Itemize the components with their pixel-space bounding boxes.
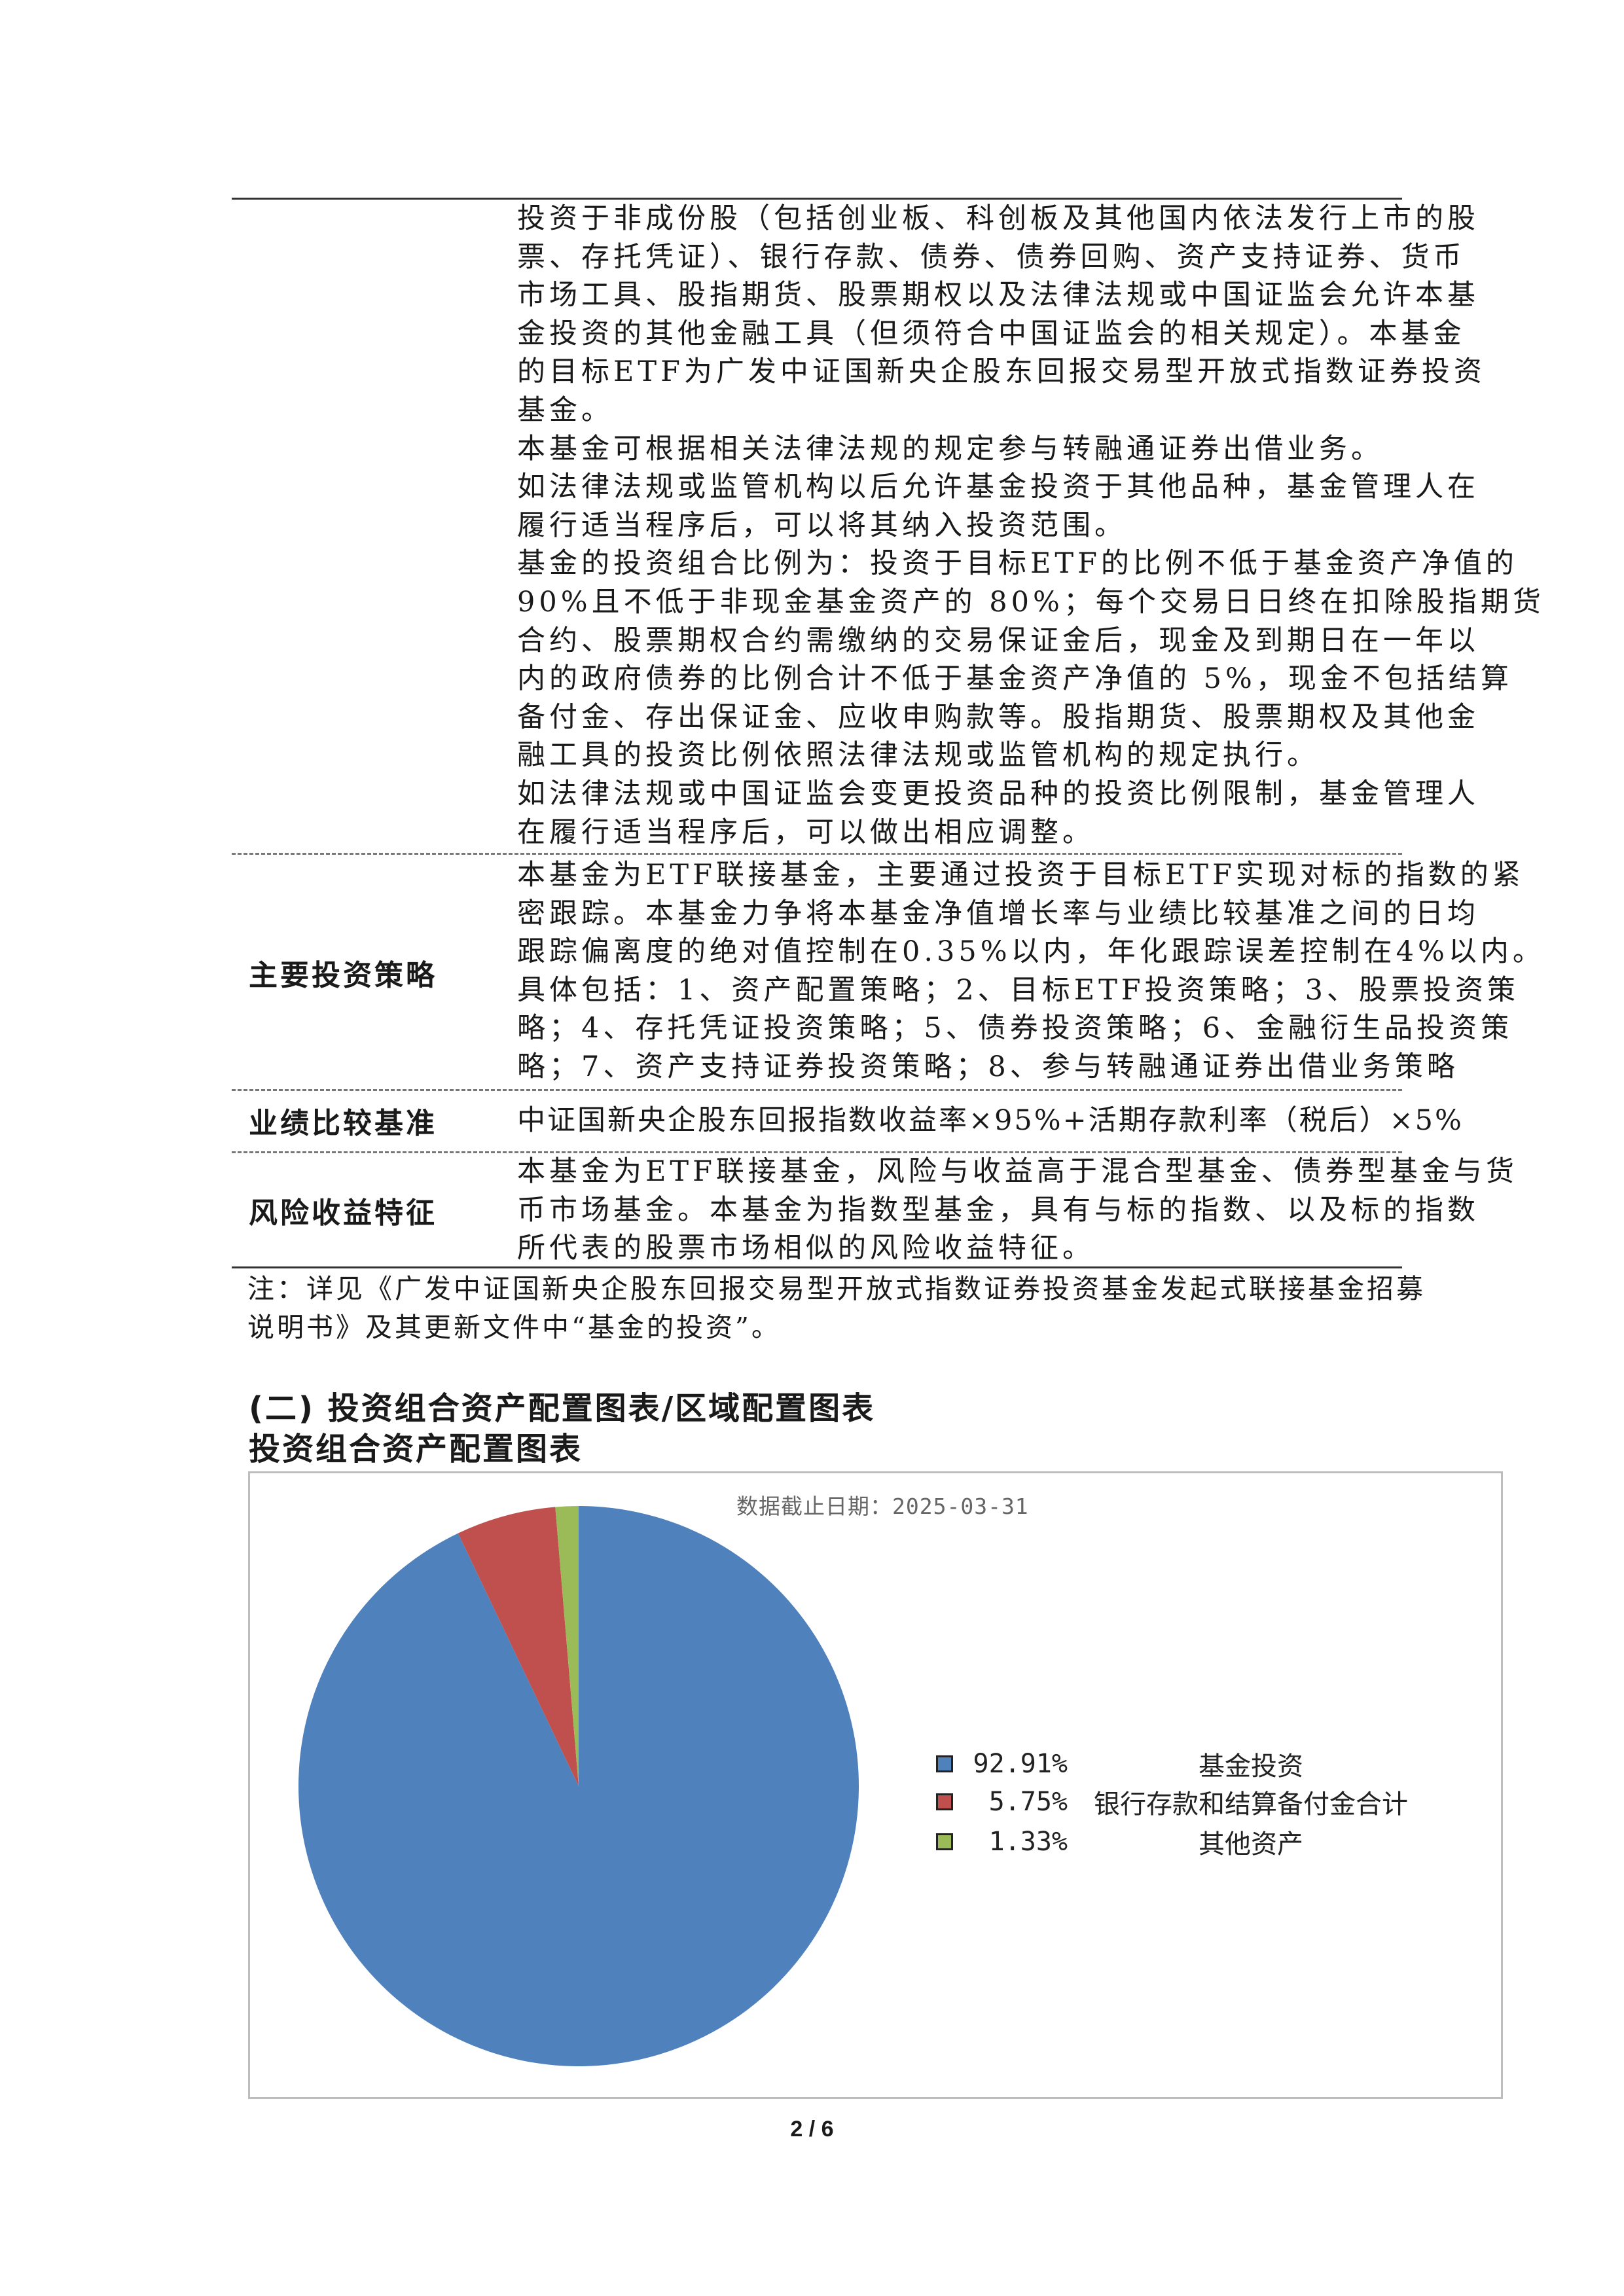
scope-line: 在履行适当程序后，可以做出相应调整。 xyxy=(517,816,1094,849)
legend-label: 基金投资 xyxy=(1199,1751,1303,1782)
scope-line: 如法律法规或监管机构以后允许基金投资于其他品种，基金管理人在 xyxy=(517,471,1479,504)
strategy-line: 具体包括：1、资产配置策略；2、目标ETF投资策略；3、股票投资策 xyxy=(517,973,1519,1007)
scope-line: 投资于非成份股（包括创业板、科创板及其他国内依法发行上市的股 xyxy=(517,202,1479,235)
scope-line: 备付金、存出保证金、应收申购款等。股指期货、股票期权及其他金 xyxy=(517,700,1479,734)
legend-value: 92.91% xyxy=(973,1749,1068,1779)
strategy-label: 主要投资策略 xyxy=(249,959,437,992)
benchmark-text-wrap: 中证国新央企股东回报指数收益率×95%+活期存款利率（税后）×5% xyxy=(517,1102,1464,1140)
investment-scope-text: 投资于非成份股（包括创业板、科创板及其他国内依法发行上市的股 票、存托凭证）、银行… xyxy=(517,200,1545,852)
scope-line: 合约、股票期权合约需缴纳的交易保证金后，现金及到期日在一年以 xyxy=(517,624,1479,657)
legend-value: 5.75% xyxy=(988,1787,1068,1817)
legend-swatch xyxy=(936,1755,953,1772)
scope-line: 如法律法规或中国证监会变更投资品种的投资比例限制，基金管理人 xyxy=(517,777,1479,810)
scope-line: 融工具的投资比例依照法律法规或监管机构的规定执行。 xyxy=(517,739,1319,772)
risk-label: 风险收益特征 xyxy=(249,1196,437,1230)
footnote-line: 说明书》及其更新文件中“基金的投资”。 xyxy=(247,1311,781,1343)
page-number: 2 / 6 xyxy=(790,2117,834,2142)
pie-slice-1 xyxy=(458,1507,579,1786)
footnote-line: 注：详见《广发中证国新央企股东回报交易型开放式指数证券投资基金发起式联接基金招募 xyxy=(247,1273,1426,1304)
benchmark-label: 业绩比较基准 xyxy=(249,1107,437,1140)
strategy-text: 本基金为ETF联接基金，主要通过投资于目标ETF实现对标的指数的紧 密跟踪。本基金… xyxy=(517,856,1545,1086)
risk-line: 所代表的股票市场相似的风险收益特征。 xyxy=(517,1232,1094,1265)
legend-item: 1.33% 其他资产 xyxy=(929,1823,1421,1860)
risk-line: 币市场基金。本基金为指数型基金，具有与标的指数、以及标的指数 xyxy=(517,1193,1479,1227)
scope-line: 基金。 xyxy=(517,393,613,427)
scope-line: 金投资的其他金融工具（但须符合中国证监会的相关规定）。本基金 xyxy=(517,317,1466,350)
strategy-line: 本基金为ETF联接基金，主要通过投资于目标ETF实现对标的指数的紧 xyxy=(517,859,1525,891)
scope-line: 内的政府债券的比例合计不低于基金资产净值的 5%，现金不包括结算 xyxy=(517,662,1513,696)
strategy-line: 密跟踪。本基金力争将本基金净值增长率与业绩比较基准之间的日均 xyxy=(517,897,1479,930)
legend-label: 其他资产 xyxy=(1199,1829,1303,1859)
scope-line: 90%且不低于非现金基金资产的 80%；每个交易日日终在扣除股指期货 xyxy=(517,585,1545,619)
row-divider xyxy=(232,1151,1402,1153)
risk-text: 本基金为ETF联接基金，风险与收益高于混合型基金、债券型基金与货 币市场基金。本基… xyxy=(517,1153,1518,1268)
legend-swatch xyxy=(936,1793,953,1810)
legend-swatch xyxy=(936,1833,953,1850)
table-top-rule xyxy=(232,198,1402,200)
scope-line: 市场工具、股指期货、股票期权以及法律法规或中国证监会允许本基 xyxy=(517,279,1479,312)
legend-value: 1.33% xyxy=(988,1827,1068,1857)
section-heading: (二) 投资组合资产配置图表/区域配置图表 xyxy=(249,1390,876,1427)
table-bottom-rule xyxy=(232,1266,1402,1268)
chart-date: 数据截止日期：2025-03-31 xyxy=(736,1494,1029,1519)
strategy-line: 略；4、存托凭证投资策略；5、债券投资策略；6、金融衍生品投资策 xyxy=(517,1012,1513,1045)
legend-item: 92.91% 基金投资 xyxy=(929,1746,1421,1782)
strategy-line: 略；7、资产支持证券投资策略；8、参与转融通证券出借业务策略 xyxy=(517,1050,1459,1083)
strategy-line: 跟踪偏离度的绝对值控制在0.35%以内，年化跟踪误差控制在4%以内。 xyxy=(517,935,1545,969)
scope-line: 票、存托凭证）、银行存款、债券、债券回购、资产支持证券、货币 xyxy=(517,240,1466,274)
row-divider xyxy=(232,1089,1402,1091)
scope-line: 的目标ETF为广发中证国新央企股东回报交易型开放式指数证券投资 xyxy=(517,355,1486,389)
legend-item: 5.75% 银行存款和结算备付金合计 xyxy=(929,1784,1421,1820)
pie-slice-0 xyxy=(298,1506,859,2066)
scope-line: 本基金可根据相关法律法规的规定参与转融通证券出借业务。 xyxy=(517,432,1383,465)
chart-heading: 投资组合资产配置图表 xyxy=(249,1431,583,1467)
row-divider xyxy=(232,853,1402,855)
chart-frame xyxy=(248,1471,1503,2099)
risk-line: 本基金为ETF联接基金，风险与收益高于混合型基金、债券型基金与货 xyxy=(517,1155,1518,1188)
pie-slice-2 xyxy=(555,1506,579,1786)
footnote: 注：详见《广发中证国新央企股东回报交易型开放式指数证券投资基金发起式联接基金招募… xyxy=(247,1270,1426,1346)
scope-line: 履行适当程序后，可以将其纳入投资范围。 xyxy=(517,509,1127,542)
legend-label: 银行存款和结算备付金合计 xyxy=(1094,1789,1408,1820)
scope-line: 基金的投资组合比例为：投资于目标ETF的比例不低于基金资产净值的 xyxy=(517,547,1518,581)
benchmark-text: 中证国新央企股东回报指数收益率×95%+活期存款利率（税后）×5% xyxy=(517,1104,1464,1137)
